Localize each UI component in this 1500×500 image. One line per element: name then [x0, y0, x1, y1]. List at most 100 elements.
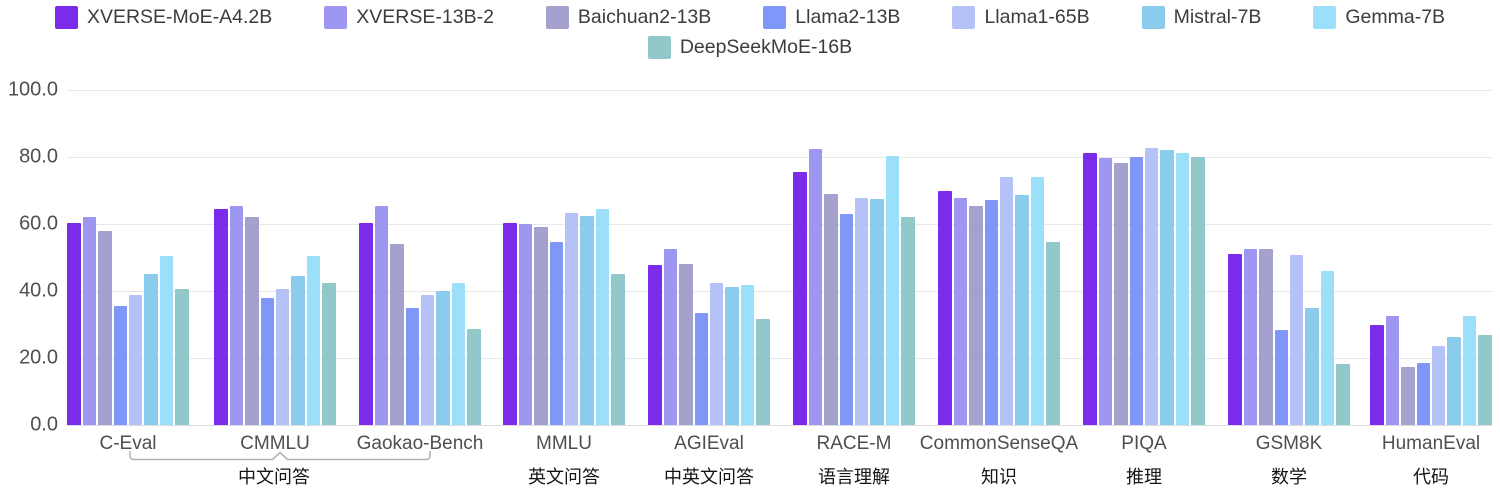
bar-GSM8K-XVERSE-13B-2 — [1243, 249, 1258, 425]
y-axis-tick-label: 0.0 — [30, 413, 58, 436]
bar-Gaokao-Bench-Baichuan2-13B — [390, 243, 404, 425]
bar-MMLU-DeepSeekMoE-16B — [611, 274, 625, 425]
bar-RACE-M-Gemma-7B — [885, 156, 900, 425]
bar-PIQA-Llama1-65B — [1145, 147, 1159, 425]
bar-AGIEval-Llama1-65B — [710, 282, 724, 425]
bar-RACE-M-Baichuan2-13B — [824, 194, 838, 425]
bar-MMLU-Baichuan2-13B — [534, 226, 548, 425]
category-group-label: 数学 — [1271, 467, 1307, 487]
gridline-y40 — [67, 291, 1492, 292]
bar-HumanEval-Llama1-65B — [1432, 345, 1446, 425]
legend-item-DeepSeekMoE-16B[interactable]: DeepSeekMoE-16B — [647, 36, 853, 59]
bar-GSM8K-Baichuan2-13B — [1259, 248, 1273, 425]
legend-label: Llama2-13B — [795, 6, 901, 28]
bar-C-Eval-DeepSeekMoE-16B — [175, 288, 189, 425]
bar-Gaokao-Bench-Mistral-7B — [436, 290, 450, 425]
category-group-label: 英文问答 — [528, 467, 600, 487]
gridline-y100 — [67, 90, 1492, 91]
legend-label: DeepSeekMoE-16B — [679, 36, 853, 58]
y-axis-tick-label: 20.0 — [19, 346, 58, 369]
legend-item-XVERSE-MoE-A4.2B[interactable]: XVERSE-MoE-A4.2B — [54, 6, 273, 29]
bar-MMLU-Llama1-65B — [565, 212, 579, 425]
bar-MMLU-Mistral-7B — [580, 215, 594, 425]
chart-legend: XVERSE-MoE-A4.2B XVERSE-13B-2 Baichuan2-13… — [0, 6, 1500, 59]
legend-label: XVERSE-MoE-A4.2B — [86, 6, 273, 28]
x-axis-label-CommonSenseQA: CommonSenseQA — [919, 433, 1079, 454]
bar-Gaokao-Bench-Llama2-13B — [405, 307, 419, 425]
legend-swatch-icon — [1141, 6, 1165, 29]
bar-Gaokao-Bench-XVERSE-13B-2 — [374, 205, 389, 425]
x-axis-label-CMMLU: CMMLU — [240, 433, 310, 454]
category-group-label: 中文问答 — [238, 467, 310, 487]
gridline-y20 — [67, 358, 1492, 359]
bar-CommonSenseQA-Gemma-7B — [1030, 177, 1045, 425]
bar-CMMLU-DeepSeekMoE-16B — [322, 283, 336, 425]
bar-CMMLU-Gemma-7B — [306, 256, 321, 425]
bar-HumanEval-DeepSeekMoE-16B — [1478, 335, 1492, 425]
bar-C-Eval-XVERSE-13B-2 — [82, 217, 97, 425]
bar-Gaokao-Bench-DeepSeekMoE-16B — [467, 328, 481, 425]
x-axis-label-MMLU: MMLU — [536, 433, 592, 454]
legend-label: Baichuan2-13B — [577, 6, 712, 28]
bar-CommonSenseQA-Llama2-13B — [984, 199, 998, 425]
legend-swatch-icon — [647, 36, 671, 59]
bar-MMLU-XVERSE-13B-2 — [518, 223, 533, 425]
legend-item-Llama1-65B[interactable]: Llama1-65B — [952, 6, 1090, 29]
bar-CMMLU-XVERSE-13B-2 — [229, 205, 244, 425]
bar-AGIEval-Gemma-7B — [740, 284, 755, 425]
bar-AGIEval-DeepSeekMoE-16B — [756, 319, 770, 425]
bar-PIQA-Llama2-13B — [1129, 156, 1143, 425]
bar-GSM8K-XVERSE-MoE-A4.2B — [1228, 254, 1242, 425]
bar-RACE-M-DeepSeekMoE-16B — [901, 216, 915, 425]
category-group-label: 中英文问答 — [664, 467, 754, 487]
bar-CommonSenseQA-Baichuan2-13B — [969, 205, 983, 425]
bar-PIQA-Baichuan2-13B — [1114, 162, 1128, 425]
category-group-label: 知识 — [981, 467, 1017, 487]
bar-HumanEval-Baichuan2-13B — [1401, 367, 1415, 425]
category-group-label: 语言理解 — [818, 467, 890, 487]
bar-Gaokao-Bench-XVERSE-MoE-A4.2B — [359, 223, 373, 425]
bar-Gaokao-Bench-Gemma-7B — [451, 283, 466, 425]
bar-PIQA-XVERSE-MoE-A4.2B — [1083, 152, 1097, 425]
legend-item-Mistral-7B[interactable]: Mistral-7B — [1141, 6, 1261, 29]
bar-HumanEval-XVERSE-MoE-A4.2B — [1370, 324, 1384, 425]
legend-label: XVERSE-13B-2 — [356, 6, 494, 28]
bar-PIQA-Mistral-7B — [1160, 149, 1174, 425]
bar-CMMLU-Llama1-65B — [276, 289, 290, 425]
bar-AGIEval-Mistral-7B — [725, 287, 739, 425]
bar-HumanEval-Gemma-7B — [1462, 316, 1477, 425]
bar-GSM8K-Mistral-7B — [1305, 307, 1319, 425]
y-axis-tick-label: 40.0 — [19, 279, 58, 302]
legend-item-Baichuan2-13B[interactable]: Baichuan2-13B — [545, 6, 712, 29]
bar-RACE-M-XVERSE-MoE-A4.2B — [793, 172, 807, 425]
y-axis-tick-label: 60.0 — [19, 212, 58, 235]
bar-CommonSenseQA-Mistral-7B — [1015, 194, 1029, 425]
bar-CommonSenseQA-XVERSE-13B-2 — [953, 198, 968, 425]
bar-HumanEval-Mistral-7B — [1447, 336, 1461, 425]
bar-Gaokao-Bench-Llama1-65B — [421, 295, 435, 425]
legend-swatch-icon — [952, 6, 976, 29]
x-axis-label-GSM8K: GSM8K — [1255, 433, 1323, 454]
bar-CommonSenseQA-Llama1-65B — [1000, 177, 1014, 425]
legend-item-Gemma-7B[interactable]: Gemma-7B — [1313, 6, 1445, 29]
legend-swatch-icon — [1313, 6, 1337, 29]
bar-MMLU-Gemma-7B — [595, 209, 610, 425]
bar-AGIEval-Llama2-13B — [694, 312, 708, 425]
bar-C-Eval-Baichuan2-13B — [98, 230, 112, 425]
category-group-label: 代码 — [1413, 467, 1449, 487]
bar-RACE-M-Llama2-13B — [839, 214, 853, 425]
bar-C-Eval-Mistral-7B — [144, 274, 158, 425]
legend-item-Llama2-13B[interactable]: Llama2-13B — [763, 6, 900, 29]
bar-AGIEval-XVERSE-13B-2 — [663, 249, 678, 425]
bar-C-Eval-Llama2-13B — [113, 306, 127, 425]
bar-C-Eval-Gemma-7B — [159, 256, 174, 425]
bar-HumanEval-XVERSE-13B-2 — [1385, 316, 1400, 425]
bar-CMMLU-Mistral-7B — [291, 275, 305, 425]
x-axis-label-C-Eval: C-Eval — [99, 433, 157, 454]
category-group-label: 推理 — [1126, 467, 1162, 487]
bar-GSM8K-Gemma-7B — [1320, 270, 1335, 425]
bar-GSM8K-Llama2-13B — [1274, 329, 1288, 425]
legend-swatch-icon — [763, 6, 787, 29]
legend-item-XVERSE-13B-2[interactable]: XVERSE-13B-2 — [324, 6, 494, 29]
